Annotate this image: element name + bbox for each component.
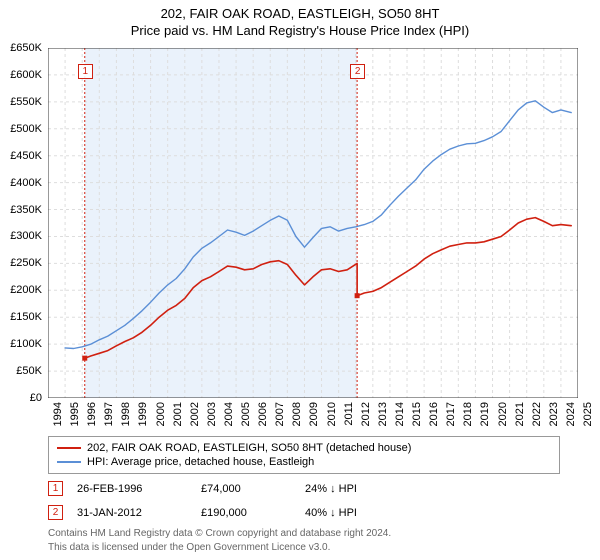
- x-tick-label: 2012: [360, 402, 372, 426]
- y-tick-label: £600K: [10, 69, 42, 81]
- chart-container: 202, FAIR OAK ROAD, EASTLEIGH, SO50 8HT …: [0, 0, 600, 560]
- y-tick-label: £150K: [10, 311, 42, 323]
- y-tick-label: £550K: [10, 96, 42, 108]
- y-tick-label: £0: [30, 392, 42, 404]
- x-tick-label: 2024: [565, 402, 577, 426]
- x-tick-label: 2016: [428, 402, 440, 426]
- y-tick-label: £350K: [10, 204, 42, 216]
- footnote: Contains HM Land Registry data © Crown c…: [48, 527, 578, 554]
- x-tick-label: 2019: [479, 402, 491, 426]
- sale-date: 31-JAN-2012: [77, 507, 187, 519]
- x-tick-label: 2017: [445, 402, 457, 426]
- y-tick-label: £650K: [10, 42, 42, 54]
- title-main: 202, FAIR OAK ROAD, EASTLEIGH, SO50 8HT: [0, 6, 600, 21]
- y-tick-label: £250K: [10, 257, 42, 269]
- legend-label: 202, FAIR OAK ROAD, EASTLEIGH, SO50 8HT …: [87, 442, 411, 454]
- x-tick-label: 2002: [189, 402, 201, 426]
- x-tick-label: 2003: [206, 402, 218, 426]
- legend-and-footer: 202, FAIR OAK ROAD, EASTLEIGH, SO50 8HT …: [48, 436, 578, 554]
- y-tick-label: £50K: [16, 365, 42, 377]
- y-tick-label: £200K: [10, 284, 42, 296]
- legend-label: HPI: Average price, detached house, East…: [87, 456, 314, 468]
- x-tick-label: 2023: [548, 402, 560, 426]
- chart-marker-1: 1: [78, 64, 93, 79]
- legend-swatch: [57, 461, 81, 463]
- x-tick-label: 2018: [462, 402, 474, 426]
- y-tick-label: £300K: [10, 230, 42, 242]
- footnote-line2: This data is licensed under the Open Gov…: [48, 542, 330, 553]
- sale-row-1: 1 26-FEB-1996 £74,000 24% ↓ HPI: [48, 479, 578, 498]
- legend-box: 202, FAIR OAK ROAD, EASTLEIGH, SO50 8HT …: [48, 436, 560, 474]
- y-tick-label: £500K: [10, 123, 42, 135]
- chart-marker-2: 2: [350, 64, 365, 79]
- x-tick-label: 2005: [240, 402, 252, 426]
- legend-swatch: [57, 447, 81, 449]
- x-tick-label: 2025: [582, 402, 594, 426]
- sale-diff: 40% ↓ HPI: [305, 507, 357, 519]
- sale-row-2: 2 31-JAN-2012 £190,000 40% ↓ HPI: [48, 503, 578, 522]
- x-tick-label: 2010: [326, 402, 338, 426]
- x-tick-label: 1998: [120, 402, 132, 426]
- title-block: 202, FAIR OAK ROAD, EASTLEIGH, SO50 8HT …: [0, 0, 600, 38]
- chart-svg: [48, 48, 578, 398]
- y-tick-label: £400K: [10, 177, 42, 189]
- sales-block: 1 26-FEB-1996 £74,000 24% ↓ HPI 2 31-JAN-2012…: [48, 479, 578, 522]
- x-tick-label: 1999: [137, 402, 149, 426]
- x-tick-label: 2020: [497, 402, 509, 426]
- x-tick-label: 2001: [172, 402, 184, 426]
- sale-diff: 24% ↓ HPI: [305, 483, 357, 495]
- y-tick-label: £450K: [10, 150, 42, 162]
- x-tick-label: 2011: [343, 402, 355, 426]
- title-sub: Price paid vs. HM Land Registry's House …: [0, 23, 600, 38]
- sale-price: £190,000: [201, 507, 291, 519]
- x-tick-label: 2014: [394, 402, 406, 426]
- x-tick-label: 2021: [514, 402, 526, 426]
- sale-date: 26-FEB-1996: [77, 483, 187, 495]
- y-tick-label: £100K: [10, 338, 42, 350]
- x-tick-label: 2009: [308, 402, 320, 426]
- x-tick-label: 1995: [69, 402, 81, 426]
- x-tick-label: 2015: [411, 402, 423, 426]
- legend-row: HPI: Average price, detached house, East…: [57, 455, 551, 469]
- x-tick-label: 2022: [531, 402, 543, 426]
- legend-row: 202, FAIR OAK ROAD, EASTLEIGH, SO50 8HT …: [57, 441, 551, 455]
- x-tick-label: 2008: [291, 402, 303, 426]
- sale-price: £74,000: [201, 483, 291, 495]
- x-tick-label: 2006: [257, 402, 269, 426]
- footnote-line1: Contains HM Land Registry data © Crown c…: [48, 528, 391, 539]
- x-tick-label: 1994: [52, 402, 64, 426]
- x-tick-label: 2013: [377, 402, 389, 426]
- x-tick-label: 2004: [223, 402, 235, 426]
- x-tick-label: 1996: [86, 402, 98, 426]
- x-tick-label: 1997: [103, 402, 115, 426]
- sale-marker-1: 1: [48, 481, 63, 496]
- x-tick-label: 2000: [155, 402, 167, 426]
- x-tick-label: 2007: [274, 402, 286, 426]
- sale-marker-2: 2: [48, 505, 63, 520]
- chart-area: £0£50K£100K£150K£200K£250K£300K£350K£400…: [48, 48, 578, 398]
